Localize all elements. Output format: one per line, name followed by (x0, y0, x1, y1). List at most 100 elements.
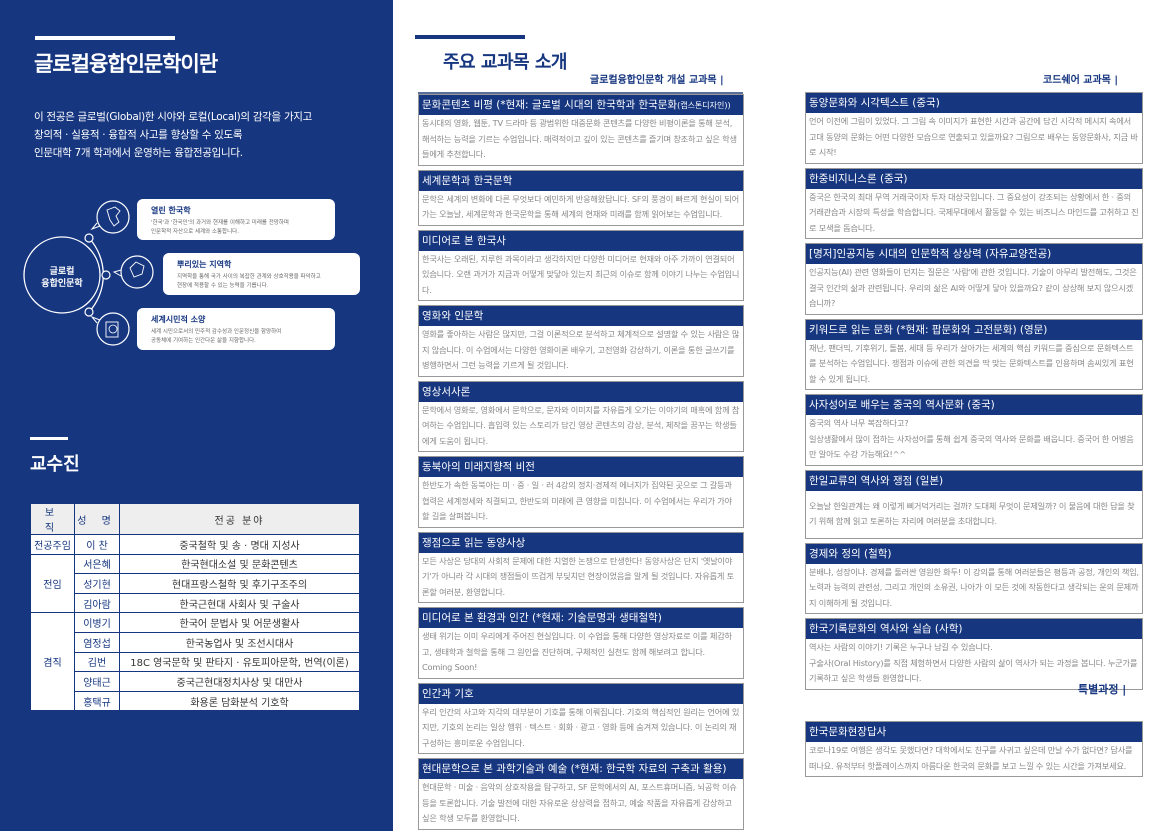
passport-globe-icon (90, 312, 130, 346)
course-desc: 중국은 한국의 최대 무역 거래국이자 투자 대상국입니다. 그 중요성이 강조… (809, 191, 1139, 233)
course-desc: 중국의 역사 너무 복잡하다고? 일상생활에서 많이 접하는 사자성어를 통해 … (809, 418, 1134, 459)
table-row: 김아람 한국근현대 사회사 및 구술사 (31, 592, 360, 614)
course-box: 한일교류의 역사와 쟁점 (일본) 오늘날 한일관계는 왜 이렇게 삐거덕거리는 … (805, 469, 1143, 539)
left-panel: 글로컬융합인문학이란 이 전공은 글로벌(Global)한 시야와 로컬(Loc… (0, 0, 393, 831)
name-cell: 김번 (74, 651, 120, 673)
course-title: 세계문학과 한국문학 (419, 170, 743, 191)
course-title-text: 세계문학과 한국문학 (422, 174, 513, 187)
course-title-note: (캡스톤디자인)) (677, 101, 731, 110)
course-title: 한국기록문화의 역사와 실습 (사학) (806, 619, 1142, 639)
course-title: 경제와 정의 (철학) (806, 543, 1142, 564)
course-title: 영화와 인문학 (419, 306, 743, 326)
course-box: 현대문학으로 본 과학기술과 예술 (*현재: 한국학 자료의 구축과 활용) 현… (418, 758, 744, 830)
course-box: [명저]인공지능 시대의 인문학적 상상력 (자유교양전공) 인공지능(AI) 관… (805, 243, 1143, 315)
course-desc: 한국사는 오래된, 지루한 과목이라고 생각하지만 다양한 미디어로 현재와 아… (422, 253, 740, 295)
special-courses-label: 특별과정 | (1078, 683, 1127, 696)
card-desc: '한국'과 '한국인'의 과거와 현재를 이해하고 미래를 전망하며 (151, 220, 289, 226)
faculty-accent-line (30, 437, 68, 440)
card-desc: 세계 시민으로서의 민주적 감수성과 인문정신을 함양하여 (151, 329, 282, 335)
program-title: 글로컬융합인문학이란 (34, 52, 218, 76)
course-title: 동북아의 미래지향적 비전 (419, 457, 743, 477)
card-desc: 인문학적 자산으로 세계와 소통합니다. (151, 229, 239, 235)
name-cell: 이 찬 (74, 534, 120, 555)
course-box: 영화와 인문학 영화를 좋아하는 사람은 많지만, 그걸 이론적으로 분석하고 체… (418, 305, 744, 377)
col-header: 보 직 (30, 503, 75, 535)
course-box: 동양문화와 시각텍스트 (중국) 언어 이전에 그림이 있었다. 그 그림 속 이… (805, 92, 1143, 164)
field-cell: 한국현대소설 및 문화콘텐츠 (119, 553, 360, 575)
center-label-line: 융합인문학 (41, 279, 83, 289)
name-cell: 홍택규 (74, 690, 120, 712)
name-cell: 양태근 (74, 671, 120, 692)
card-desc: 공동체에 기여하는 인간다운 삶을 지향합니다. (151, 338, 256, 344)
col-header: 성 명 (74, 503, 120, 535)
course-box: 쟁점으로 읽는 동양사상 모든 사상은 당대의 사회적 문제에 대한 치열한 논쟁… (418, 531, 744, 603)
course-title: 인간과 기호 (419, 683, 743, 704)
course-title-text: 한일교류의 역사와 쟁점 (일본) (809, 474, 944, 487)
course-title: 미디어로 본 환경과 인간 (*현재: 기술문명과 생태철학) (419, 608, 743, 628)
name-cell: 성기현 (74, 573, 120, 594)
course-title: 한일교류의 역사와 쟁점 (일본) (806, 470, 1142, 491)
card-title: 열린 한국학 (151, 206, 191, 215)
name-cell: 김아람 (74, 592, 120, 614)
course-title-text: 현대문학으로 본 과학기술과 예술 (*현재: 한국학 자료의 구축과 활용) (422, 763, 727, 775)
node-dot (84, 233, 94, 243)
course-title: 현대문학으로 본 과학기술과 예술 (*현재: 한국학 자료의 구축과 활용) (419, 759, 743, 779)
course-desc: 역사는 사람의 이야기! 기록은 누구나 남길 수 있습니다. 구술사(Oral… (809, 642, 1138, 683)
course-title: 사자성어로 배우는 중국의 역사문화 (중국) (806, 395, 1142, 415)
course-title-text: [명저]인공지능 시대의 인문학적 상상력 (자유교양전공) (809, 248, 1052, 260)
diagram-lines (23, 200, 154, 346)
field-cell: 18C 영국문학 및 판타지 · 유토피아문학, 번역(이론) (119, 651, 360, 673)
course-title-text: 동양문화와 시각텍스트 (중국) (809, 97, 940, 109)
course-title-text: 한중비지니스론 (중국) (809, 172, 908, 185)
table-row: 김번 18C 영국문학 및 판타지 · 유토피아문학, 번역(이론) (31, 651, 360, 673)
course-desc: 분배냐, 성장이냐. 경제를 둘러싼 영원한 화두! 이 강의를 통해 여러분들… (809, 566, 1139, 608)
field-cell: 화용론 담화분석 기호학 (119, 690, 360, 712)
table-row: 전임 서은혜 한국현대소설 및 문화콘텐츠 (30, 553, 360, 614)
region-map-icon (112, 255, 154, 289)
divider (418, 92, 743, 94)
course-desc: 인공지능(AI) 관련 영화들이 던지는 질문은 '사람'에 관한 것입니다. … (809, 267, 1137, 308)
col-header: 전공 분야 (119, 503, 360, 535)
table-row: 겸직 이병기 한국어 문법사 및 어문생활사 (30, 612, 360, 712)
course-desc: 생태 위기는 이미 우리에게 주어진 현실입니다. 이 수업을 통해 다양한 영… (422, 631, 732, 672)
concept-diagram: 글로컬 융합인문학 열린 한국학 '한국'과 '한국인'의 과거와 현재를 이해… (0, 190, 393, 360)
concept-card: 열린 한국학 '한국'과 '한국인'의 과거와 현재를 이해하고 미래를 전망하… (137, 199, 335, 240)
card-desc: 현장에 적용할 수 있는 능력을 기릅니다. (177, 283, 269, 289)
course-title: 한중비지니스론 (중국) (806, 168, 1142, 189)
intro-line: 인문대학 7개 학과에서 운영하는 융합전공입니다. (34, 147, 243, 159)
course-desc: 문학에서 영화로, 영화에서 문학으로, 문자와 이미지를 자유롭게 오가는 이… (422, 404, 740, 446)
course-title-text: 키워드로 읽는 문화 (*현재: 팝문화와 고전문화) (영문) (809, 323, 1048, 336)
course-title-text: 영상서사론 (422, 385, 471, 398)
table-row: 홍택규 화용론 담화분석 기호학 (31, 690, 360, 712)
course-box: 한국기록문화의 역사와 실습 (사학) 역사는 사람의 이야기! 기록은 누구나 … (805, 618, 1143, 690)
field-cell: 한국농업사 및 조선시대사 (119, 631, 360, 653)
name-cell: 이병기 (74, 612, 120, 633)
course-title: 쟁점으로 읽는 동양사상 (419, 532, 743, 553)
program-intro: 이 전공은 글로벌(Global)한 시야와 로컬(Local)의 감각을 가지… (34, 108, 312, 162)
course-box: 문화콘텐츠 비평 (*현재: 글로벌 시대의 한국학과 한국문화(캡스톤디자인)… (418, 94, 744, 166)
table-row: 전공주임 이 찬 중국철학 및 송 · 명대 지성사 (30, 534, 360, 555)
courses-title: 주요 교과목 소개 (443, 52, 567, 73)
course-title-text: 쟁점으로 읽는 동양사상 (422, 536, 526, 549)
course-box: 키워드로 읽는 문화 (*현재: 팝문화와 고전문화) (영문) 재난, 팬더믹,… (805, 318, 1143, 390)
codeshare-courses-label: 코드쉐어 교과목 | (1043, 75, 1119, 86)
field-cell: 현대프랑스철학 및 후기구조주의 (119, 573, 360, 594)
center-circle (23, 236, 101, 314)
codeshare-courses-list: 동양문화와 시각텍스트 (중국) 언어 이전에 그림이 있었다. 그 그림 속 이… (805, 92, 1143, 690)
intro-line: 이 전공은 글로벌(Global)한 시야와 로컬(Local)의 감각을 가지… (34, 111, 313, 123)
course-box: 인간과 기호 우리 인간의 사고와 지각의 대부분이 기호를 통해 이뤄집니다. … (418, 682, 744, 754)
faculty-title: 교수진 (30, 454, 80, 475)
field-cell: 한국어 문법사 및 어문생활사 (119, 612, 360, 633)
course-title: 문화콘텐츠 비평 (*현재: 글로벌 시대의 한국학과 한국문화(캡스톤디자인)… (419, 95, 743, 115)
special-courses-list: 한국문화현장답사 코로나19로 여행은 생각도 못했다면? 대학에서도 친구를 사… (805, 721, 1143, 777)
course-title-text: 문화콘텐츠 비평 (*현재: 글로벌 시대의 한국학과 한국문화 (422, 99, 678, 111)
course-title-text: 미디어로 본 한국사 (422, 234, 506, 247)
course-title-text: 경제와 정의 (철학) (809, 547, 892, 560)
course-box: 미디어로 본 환경과 인간 (*현재: 기술문명과 생태철학) 생태 위기는 이미… (418, 607, 744, 679)
course-title-text: 한국문화현장답사 (809, 726, 887, 738)
course-desc: 우리 인간의 사고와 지각의 대부분이 기호를 통해 이뤄집니다. 기호의 핵심… (422, 706, 740, 748)
course-desc: 한반도가 속한 동북아는 미 · 중 · 일 · 러 4강의 정치·경제적 에너… (422, 480, 732, 521)
card-title: 뿌리있는 지역학 (177, 260, 232, 269)
